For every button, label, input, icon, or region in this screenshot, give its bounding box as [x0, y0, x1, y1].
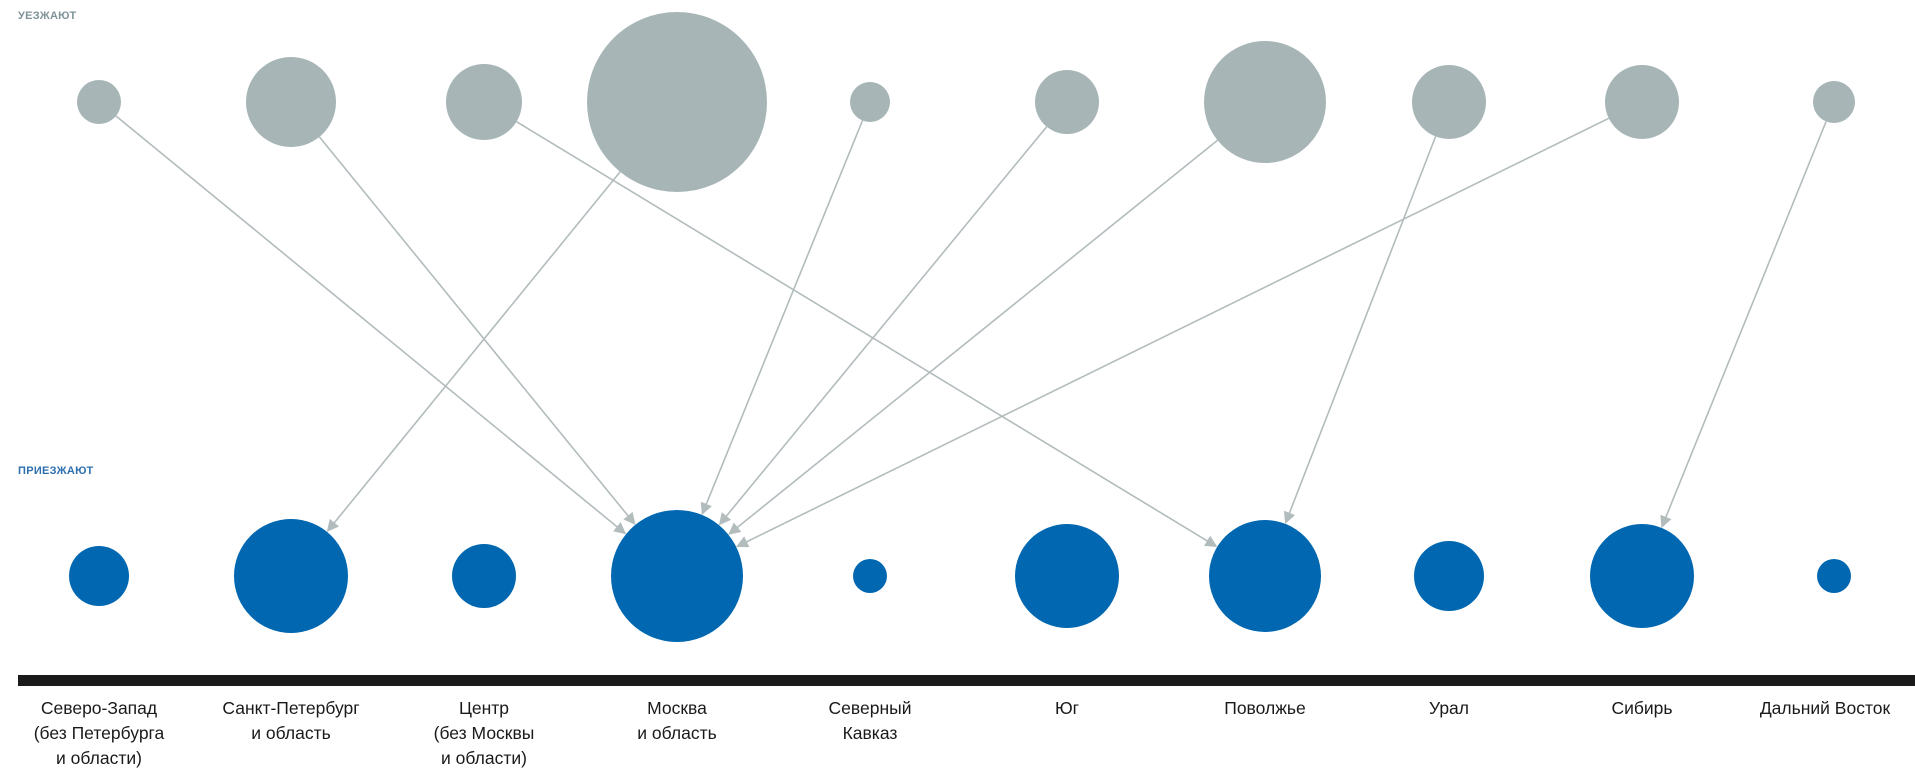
arriving-bubble-caucasus [853, 559, 887, 593]
region-label-fareast: Дальний Восток [1759, 698, 1891, 718]
arriving-section-label: ПРИЕЗЖАЮТ [18, 465, 94, 477]
flow-arrow-caucasus-to-moscow [700, 120, 864, 516]
flow-arrow-fareast-to-siberia [1660, 121, 1827, 529]
leaving-bubble-moscow [587, 12, 767, 192]
arriving-bubble-siberia [1590, 524, 1694, 628]
leaving-bubble-center [446, 64, 522, 140]
leaving-bubble-ural [1412, 65, 1486, 139]
flow-arrow-moscow-to-spb [326, 171, 621, 532]
flow-arrow-northwest-to-moscow [115, 115, 627, 535]
flow-arrow-siberia-to-moscow [736, 117, 1610, 548]
region-label-volga: Поволжье [1224, 698, 1306, 718]
arriving-bubble-fareast [1817, 559, 1851, 593]
flow-arrow-spb-to-moscow [318, 136, 636, 525]
region-label-center: Центр (без Москвы и области) [433, 698, 535, 768]
baseline-bar [18, 675, 1915, 686]
arriving-bubble-moscow [611, 510, 743, 642]
region-label-south: Юг [1054, 698, 1080, 718]
leaving-bubble-volga [1204, 41, 1326, 163]
region-label-moscow: Москва и область [637, 698, 717, 743]
region-label-caucasus: Северный Кавказ [828, 698, 912, 743]
arriving-bubble-south [1015, 524, 1119, 628]
leaving-section-label: УЕЗЖАЮТ [18, 10, 77, 22]
arriving-bubble-center [452, 544, 516, 608]
leaving-bubble-siberia [1605, 65, 1679, 139]
arriving-bubble-northwest [69, 546, 129, 606]
flow-arrow-center-to-volga [516, 121, 1218, 548]
leaving-bubble-spb [246, 57, 336, 147]
region-label-northwest: Северо-Запад (без Петербурга и области) [33, 698, 165, 768]
arriving-bubble-volga [1209, 520, 1321, 632]
leaving-bubbles [77, 12, 1855, 192]
region-label-siberia: Сибирь [1611, 698, 1673, 718]
arriving-bubbles [69, 510, 1851, 642]
leaving-bubble-fareast [1813, 81, 1855, 123]
arriving-bubble-spb [234, 519, 348, 633]
flow-arrows [115, 115, 1827, 548]
arriving-bubble-ural [1414, 541, 1484, 611]
region-label-ural: Урал [1428, 698, 1469, 718]
region-label-spb: Санкт-Петербург и область [222, 698, 360, 743]
flow-arrow-volga-to-moscow [728, 139, 1219, 535]
flow-arrow-south-to-moscow [718, 126, 1048, 526]
flow-arrow-ural-to-volga [1283, 136, 1437, 525]
leaving-bubble-northwest [77, 80, 121, 124]
leaving-bubble-south [1035, 70, 1099, 134]
leaving-bubble-caucasus [850, 82, 890, 122]
